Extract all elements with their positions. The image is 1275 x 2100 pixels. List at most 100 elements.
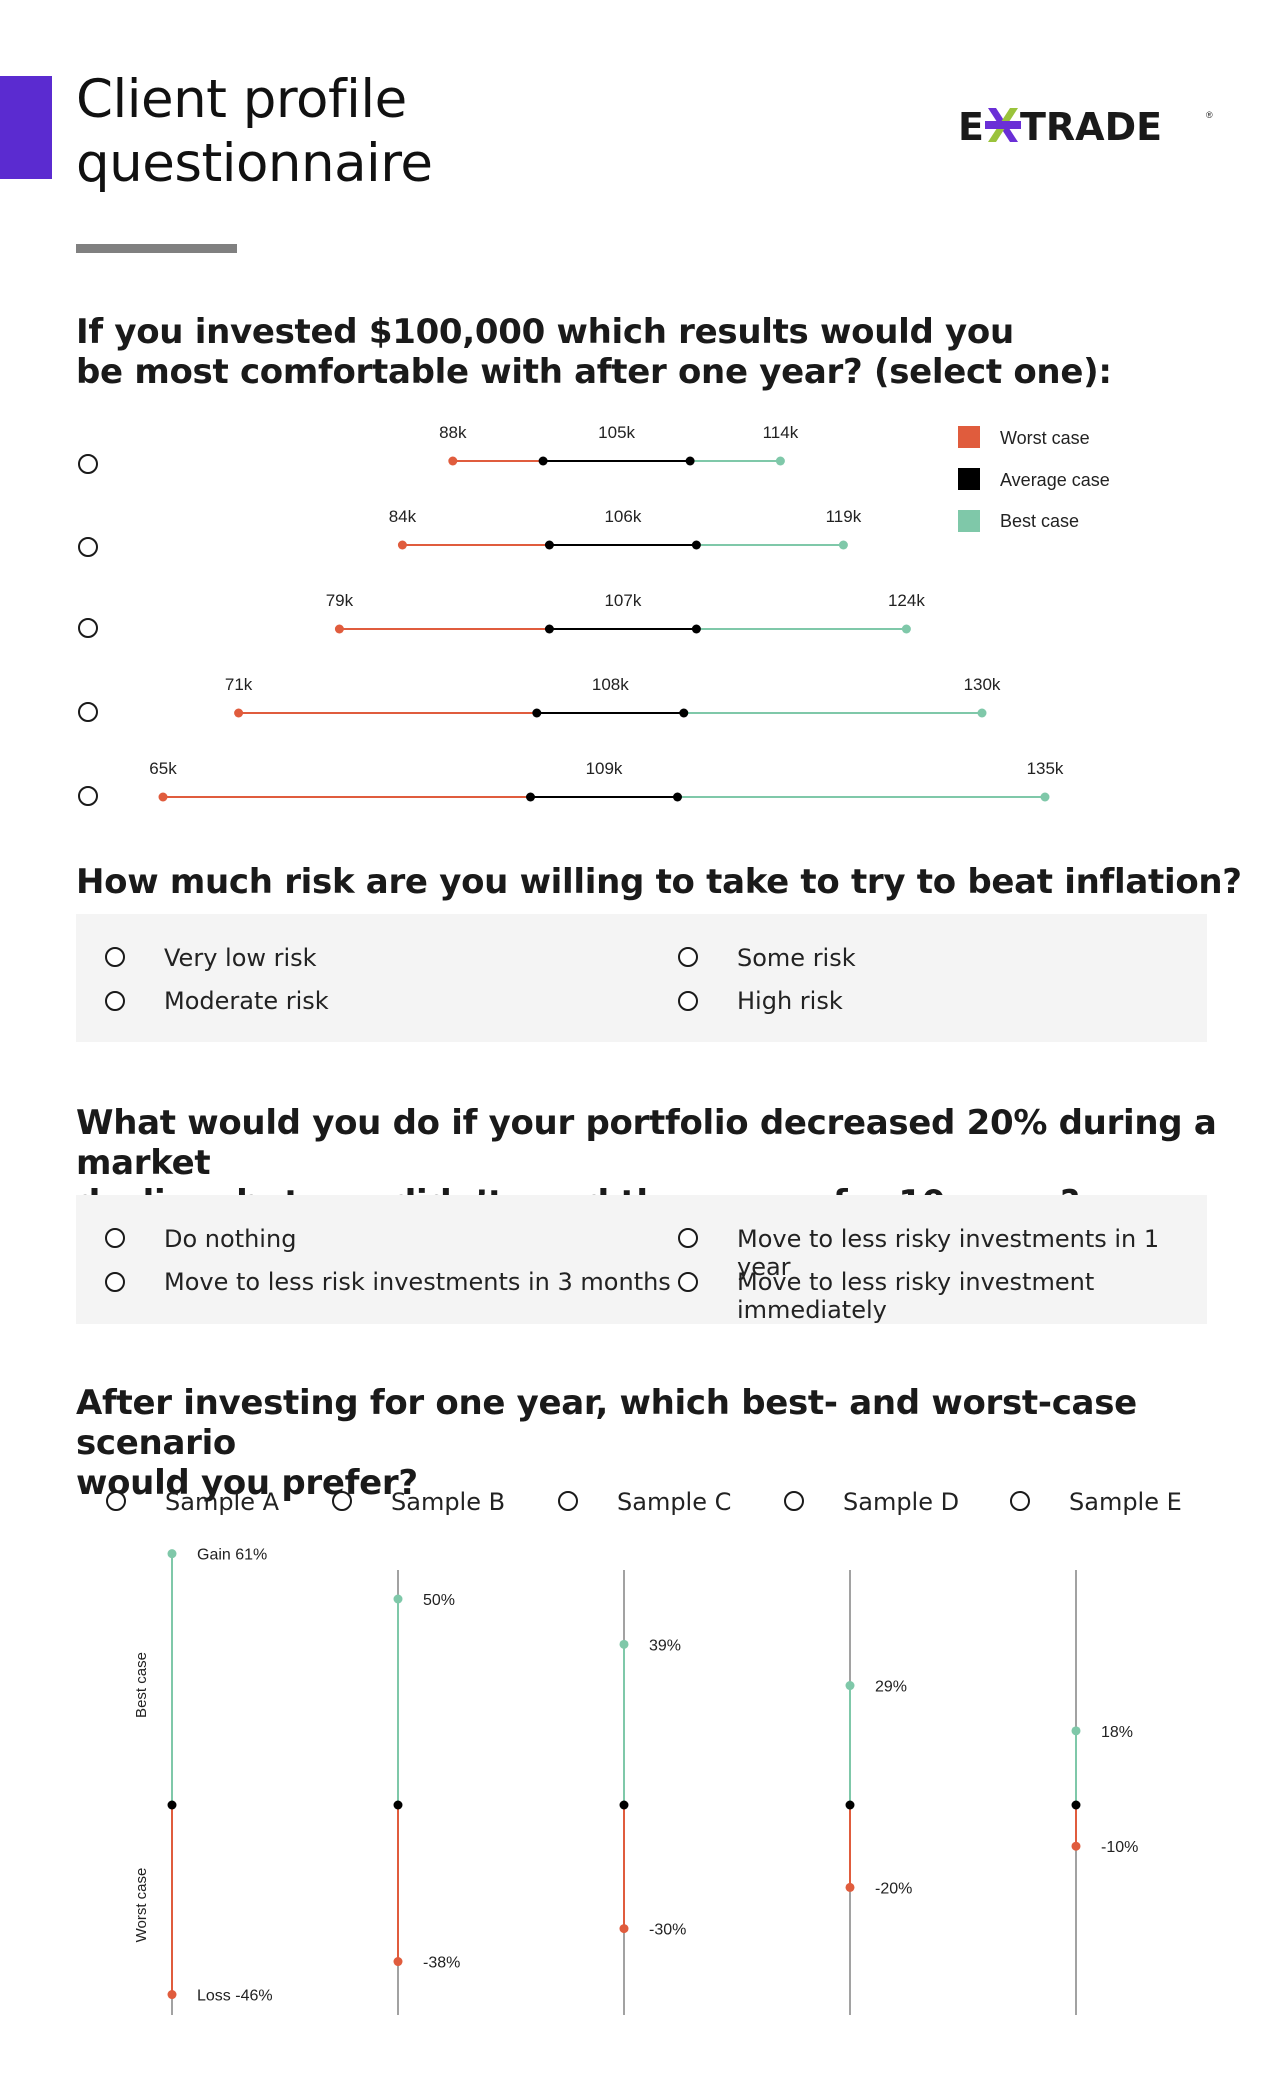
q1-average-end-point (691, 624, 701, 634)
q4-best-label: 29% (875, 1679, 907, 1696)
q4-best-label: Gain 61% (197, 1547, 267, 1564)
q4-sample-a-label[interactable]: Sample A (165, 1488, 280, 1516)
q4-best-point (1071, 1726, 1081, 1736)
q4-radio-sample-e[interactable] (1010, 1491, 1030, 1511)
q1-worst-label: 71k (225, 675, 253, 694)
q1-worst-point (158, 792, 168, 802)
q2-option-moderate-risk[interactable]: Moderate risk (164, 987, 329, 1015)
q3-radio-less-risky-1-year[interactable] (678, 1228, 698, 1248)
q1-radio-5[interactable] (78, 786, 98, 806)
q1-worst-label: 88k (439, 423, 467, 442)
q4-worst-label: -10% (1101, 1839, 1138, 1856)
q1-best-label: 119k (826, 507, 862, 526)
q1-worst-label: 65k (149, 759, 177, 778)
legend-label-best: Best case (1000, 511, 1080, 531)
q4-best-point (393, 1594, 403, 1604)
q3-radio-less-risk-3-months[interactable] (105, 1272, 125, 1292)
q4-zero-point (393, 1800, 403, 1810)
q4-zero-point (1071, 1800, 1081, 1810)
q4-best-label: 50% (423, 1592, 455, 1609)
q1-radio-4[interactable] (78, 702, 98, 722)
legend-label-average: Average case (1000, 470, 1110, 490)
question-2-title: How much risk are you willing to take to… (76, 862, 1242, 902)
q1-worst-point (234, 708, 244, 718)
q2-option-high-risk[interactable]: High risk (737, 987, 843, 1015)
q4-sample-d-label[interactable]: Sample D (843, 1488, 960, 1516)
q4-radio-sample-a[interactable] (106, 1491, 126, 1511)
q1-worst-label: 79k (326, 591, 354, 610)
question-2-options-panel: Very low risk Moderate risk Some risk Hi… (76, 914, 1207, 1042)
q1-average-end-point (691, 540, 701, 550)
logo-registered-mark: ® (1206, 110, 1213, 120)
q1-best-label: 130k (964, 675, 1001, 694)
legend-swatch-average (958, 468, 980, 490)
q4-axis-label-worst: Worst case (133, 1868, 150, 1943)
q4-radio-sample-b[interactable] (332, 1491, 352, 1511)
q1-best-label: 135k (1027, 759, 1064, 778)
q1-best-point (838, 540, 848, 550)
q3-radio-do-nothing[interactable] (105, 1228, 125, 1248)
q4-best-point (167, 1549, 177, 1559)
q4-zero-point (167, 1800, 177, 1810)
q1-average-end-point (679, 708, 689, 718)
q1-best-point (775, 456, 785, 466)
q4-zero-point (845, 1800, 855, 1810)
question-3-options-panel: Do nothing Move to less risk investments… (76, 1195, 1207, 1324)
accent-bar (0, 76, 52, 179)
q2-radio-moderate-risk[interactable] (105, 991, 125, 1011)
q3-option-less-risk-3-months[interactable]: Move to less risk investments in 3 month… (164, 1268, 671, 1296)
q4-best-label: 18% (1101, 1724, 1133, 1741)
question-4-title-line2: would you prefer? (76, 1463, 418, 1503)
q3-option-less-risky-immediately[interactable]: Move to less risky investment immediatel… (737, 1268, 1095, 1324)
q1-average-end-point (673, 792, 682, 802)
q4-best-point (845, 1681, 855, 1691)
q1-worst-point (397, 540, 407, 550)
q4-scenario-chart: Best case Worst case Gain 61% Loss -46% 50… (133, 1547, 1138, 2015)
q4-radio-sample-c[interactable] (558, 1491, 578, 1511)
q1-average-start-point (526, 792, 535, 802)
q4-worst-point (167, 1990, 177, 2000)
q1-radio-3[interactable] (78, 618, 98, 638)
question-1-title: If you invested $100,000 which results w… (76, 312, 1112, 392)
q3-radio-less-risky-immediately[interactable] (678, 1272, 698, 1292)
q4-worst-label: -38% (423, 1955, 460, 1972)
q1-average-label: 109k (586, 759, 623, 778)
logo-text-e: E (958, 105, 984, 146)
q1-average-label: 106k (604, 507, 641, 526)
q4-axis-label-best: Best case (133, 1652, 150, 1718)
q4-sample-b-label[interactable]: Sample B (391, 1488, 506, 1516)
title-divider (76, 244, 237, 253)
q1-best-point (901, 624, 911, 634)
q1-average-start-point (538, 456, 548, 466)
q4-best-point (619, 1639, 629, 1649)
q3-option-do-nothing[interactable]: Do nothing (164, 1225, 297, 1253)
q2-option-very-low-risk[interactable]: Very low risk (164, 944, 317, 972)
q2-option-some-risk[interactable]: Some risk (737, 944, 856, 972)
q1-best-label: 124k (888, 591, 925, 610)
q1-average-label: 108k (592, 675, 629, 694)
legend-swatch-worst (958, 426, 980, 448)
q1-best-label: 114k (763, 423, 799, 442)
q4-sample-e-label[interactable]: Sample E (1069, 1488, 1182, 1516)
question-1-title-line1: If you invested $100,000 which results w… (76, 312, 1014, 352)
legend-swatch-best (958, 510, 980, 532)
legend-label-worst: Worst case (1000, 428, 1090, 448)
q4-sample-c-label[interactable]: Sample C (617, 1488, 732, 1516)
q1-average-label: 107k (604, 591, 641, 610)
q4-best-label: 39% (649, 1637, 681, 1654)
q1-average-label: 105k (598, 423, 635, 442)
q1-radio-1[interactable] (78, 454, 98, 474)
q3-option-less-risky-1-year[interactable]: Move to less risky investments in 1 year (737, 1225, 1160, 1281)
q2-radio-some-risk[interactable] (678, 947, 698, 967)
page-title-line2: questionnaire (76, 133, 433, 194)
page-title-line1: Client profile (76, 69, 407, 130)
q4-worst-label: -20% (875, 1880, 912, 1897)
q1-best-point (1040, 792, 1050, 802)
q1-worst-label: 84k (389, 507, 417, 526)
q1-radio-2[interactable] (78, 537, 98, 557)
q2-radio-very-low-risk[interactable] (105, 947, 125, 967)
q2-radio-high-risk[interactable] (678, 991, 698, 1011)
q1-average-end-point (685, 456, 695, 466)
q4-radio-sample-d[interactable] (784, 1491, 804, 1511)
q4-worst-point (845, 1882, 855, 1892)
